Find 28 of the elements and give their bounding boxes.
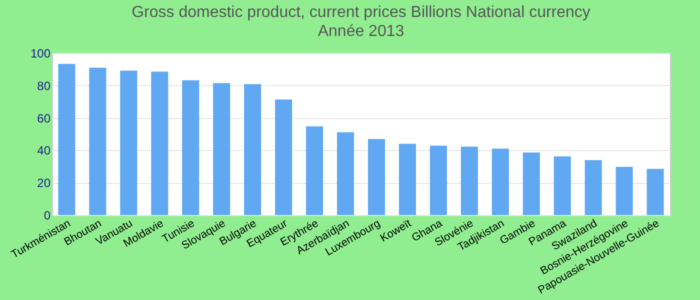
bar <box>213 83 230 215</box>
bar <box>646 168 664 215</box>
bar <box>584 160 602 215</box>
bar <box>336 132 354 215</box>
bar <box>554 156 571 215</box>
bar <box>244 84 262 215</box>
y-tick-label: 20 <box>37 176 51 190</box>
bar <box>398 144 416 215</box>
bar <box>522 152 540 215</box>
bar <box>430 146 447 215</box>
bar <box>182 80 200 215</box>
bar <box>616 166 633 215</box>
bar <box>151 72 168 215</box>
y-tick-label: 0 <box>44 208 51 222</box>
y-tick-label: 80 <box>37 78 51 93</box>
y-tick-label: 60 <box>37 111 51 126</box>
chart-subtitle: Année 2013 <box>318 23 404 40</box>
bar <box>460 146 478 215</box>
bar <box>492 148 509 215</box>
bar <box>275 99 292 215</box>
bar <box>120 70 138 215</box>
chart-title: Gross domestic product, current prices Billions National currency <box>132 4 590 21</box>
bar <box>89 68 106 215</box>
bar <box>306 126 324 215</box>
y-tick-label: 100 <box>30 46 51 60</box>
bar <box>368 139 386 215</box>
bar <box>58 64 76 215</box>
y-tick-label: 40 <box>37 144 51 158</box>
